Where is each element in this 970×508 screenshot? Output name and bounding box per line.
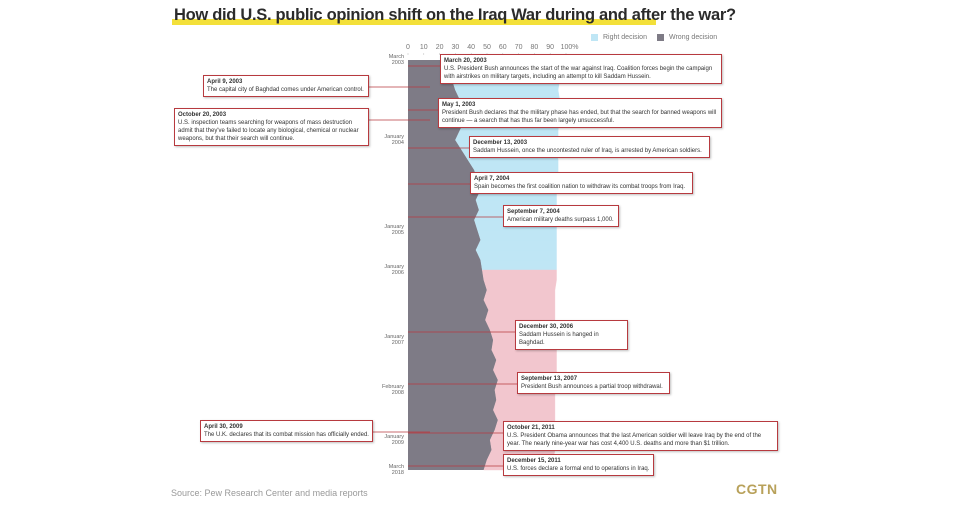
area-right <box>475 239 557 251</box>
y-tick-label: January 2005 <box>384 224 404 236</box>
area-right <box>485 309 556 321</box>
legend-item: Wrong decision <box>657 34 717 41</box>
legend-label: Right decision <box>603 34 647 41</box>
y-tick-label: February 2008 <box>381 384 404 396</box>
annotation-date: December 30, 2006 <box>519 324 574 330</box>
x-tick-label: 70 <box>514 44 523 51</box>
annotation: December 15, 2011 U.S. forces declare a f… <box>503 454 654 476</box>
y-tick-label: January 2009 <box>384 434 404 446</box>
annotation-date: April 9, 2003 <box>207 79 243 85</box>
annotation: March 20, 2003 U.S. President Bush announ… <box>440 54 722 84</box>
area-right <box>491 349 557 361</box>
annotation: April 9, 2003 The capital city of Baghdad… <box>203 75 369 97</box>
legend-item: Right decision <box>591 34 647 41</box>
annotation-date: September 7, 2004 <box>507 209 560 215</box>
annotation-date: April 7, 2004 <box>474 176 510 182</box>
annotation: April 30, 2009 The U.K. declares that its… <box>200 420 373 442</box>
annotation: October 21, 2011 U.S. President Obama ann… <box>503 421 778 451</box>
x-tick-label: 10 <box>419 44 428 51</box>
annotation-text: U.S. inspection teams searching for weap… <box>178 120 359 142</box>
legend-swatch <box>591 34 598 41</box>
x-tick-label: 20 <box>435 44 444 51</box>
annotation-date: December 15, 2011 <box>507 458 561 464</box>
annotation: December 30, 2006 Saddam Hussein is hange… <box>515 320 628 350</box>
x-tick-label: 30 <box>451 44 460 51</box>
annotation-text: Saddam Hussein, once the uncontested rul… <box>473 148 702 154</box>
annotation-text: The U.K. declares that its combat missio… <box>204 432 369 438</box>
y-tick-label: January 2006 <box>384 264 404 276</box>
area-right <box>477 229 557 241</box>
area-right <box>493 359 557 371</box>
area-right <box>475 249 557 261</box>
chart-title: How did U.S. public opinion shift on the… <box>174 6 736 24</box>
legend-label: Wrong decision <box>669 34 718 41</box>
annotation-text: The capital city of Baghdad comes under … <box>207 87 364 93</box>
annotation: September 7, 2004 American military death… <box>503 205 619 227</box>
annotation: September 13, 2007 President Bush announc… <box>517 372 670 394</box>
annotation: October 20, 2003 U.S. inspection teams se… <box>174 108 369 146</box>
annotation: December 13, 2003 Saddam Hussein, once th… <box>469 136 710 158</box>
area-right <box>467 159 559 171</box>
annotation-text: U.S. forces declare a formal end to oper… <box>507 466 650 472</box>
area-right <box>483 279 557 291</box>
y-tick-label: January 2007 <box>384 334 404 346</box>
y-tick-label: January 2004 <box>384 134 404 146</box>
logo: CGTN <box>736 481 778 497</box>
area-right <box>482 269 557 281</box>
annotation-date: October 20, 2003 <box>178 112 227 118</box>
area-right <box>493 409 556 421</box>
annotation-date: March 20, 2003 <box>444 58 487 64</box>
area-right <box>483 299 556 311</box>
annotation-text: President Bush declares that the militar… <box>442 110 717 124</box>
annotation-date: December 13, 2003 <box>473 140 528 146</box>
annotation-text: U.S. President Bush announces the start … <box>444 66 713 80</box>
x-tick-label: 80 <box>530 44 539 51</box>
y-tick-label: March 2003 <box>388 54 404 66</box>
annotation-date: October 21, 2011 <box>507 425 555 431</box>
area-right <box>480 259 557 271</box>
x-tick-label: 100% <box>560 44 579 51</box>
y-tick-label: March 2018 <box>388 464 404 476</box>
annotation: April 7, 2004 Spain becomes the first coa… <box>470 172 693 194</box>
annotation-date: April 30, 2009 <box>204 424 243 430</box>
annotation-text: President Bush announces a partial troop… <box>521 384 663 390</box>
x-tick-label: 0 <box>406 44 410 51</box>
area-right <box>493 399 556 411</box>
source: Source: Pew Research Center and media re… <box>171 488 368 498</box>
x-tick-label: 40 <box>467 44 476 51</box>
x-tick-label: 90 <box>546 44 555 51</box>
annotation-text: Saddam Hussein is hanged in Baghdad. <box>519 332 599 346</box>
title-highlight <box>172 19 656 25</box>
annotation-text: American military deaths surpass 1,000. <box>507 217 614 223</box>
annotation-text: Spain becomes the first coalition nation… <box>474 184 686 190</box>
area-wrong <box>408 60 499 470</box>
legend-swatch <box>657 34 664 41</box>
annotation: May 1, 2003 President Bush declares that … <box>438 98 722 128</box>
annotation-date: May 1, 2003 <box>442 102 476 108</box>
x-tick-label: 50 <box>483 44 491 51</box>
annotation-text: U.S. President Obama announces that the … <box>507 433 762 447</box>
annotation-date: September 13, 2007 <box>521 376 578 382</box>
area-right <box>483 289 556 301</box>
x-tick-label: 60 <box>498 44 507 51</box>
